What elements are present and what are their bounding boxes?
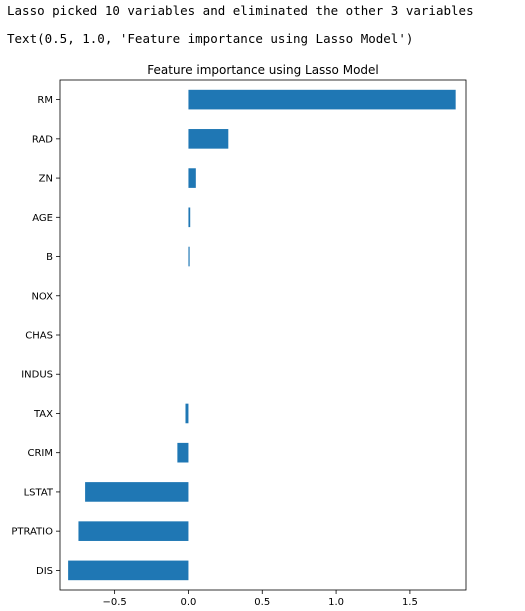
bar-lstat — [85, 482, 189, 502]
xtick-label: 0.5 — [254, 597, 270, 608]
bar-crim — [177, 442, 189, 463]
xtick-label: 0.0 — [180, 597, 196, 608]
bar-b — [188, 246, 190, 267]
ytick-label: CRIM — [27, 448, 53, 459]
bar-zn — [188, 168, 196, 188]
output-line-summary: Lasso picked 10 variables and eliminated… — [7, 3, 474, 18]
bar-rad — [188, 129, 229, 149]
bar-ptratio — [78, 521, 189, 541]
bar-rm — [188, 89, 456, 110]
ytick-label: PTRATIO — [11, 527, 53, 538]
ytick-label: NOX — [31, 291, 53, 302]
ytick-label: RM — [37, 95, 53, 106]
plot-frame — [59, 79, 467, 591]
output-line-text-repr: Text(0.5, 1.0, 'Feature importance using… — [7, 31, 414, 46]
bar-tax — [185, 403, 189, 424]
bar-dis — [68, 560, 189, 581]
bar-age — [188, 207, 191, 228]
ytick-label: INDUS — [21, 370, 53, 381]
xtick-label: −0.5 — [102, 597, 126, 608]
xtick-label: 1.5 — [402, 597, 418, 608]
ytick-label: CHAS — [25, 331, 53, 342]
ytick-label: LSTAT — [24, 487, 54, 498]
ytick-label: AGE — [32, 213, 53, 224]
ytick-label: DIS — [36, 566, 53, 577]
xtick-label: 1.0 — [328, 597, 344, 608]
ytick-label: ZN — [39, 174, 53, 185]
ytick-label: RAD — [32, 134, 53, 145]
ytick-label: B — [46, 252, 53, 263]
chart-title: Feature importance using Lasso Model — [147, 63, 379, 77]
ytick-label: TAX — [33, 409, 53, 420]
